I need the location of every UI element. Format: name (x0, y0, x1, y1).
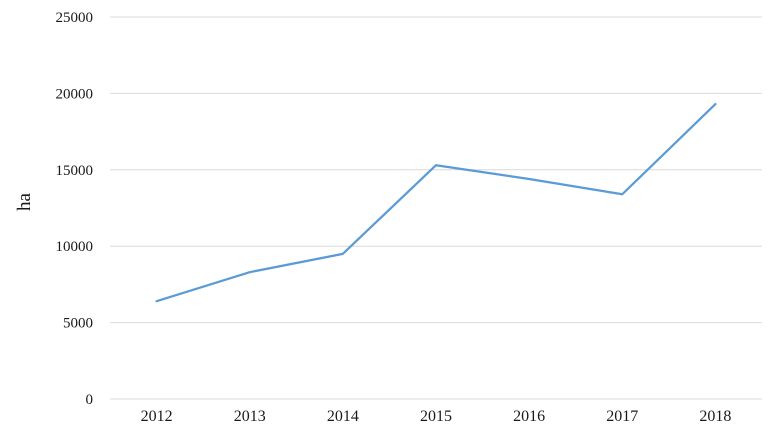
x-tick-label: 2013 (234, 408, 266, 425)
data-line-ha (155, 102, 717, 303)
y-tick-label: 20000 (56, 86, 94, 102)
y-tick-label: 5000 (63, 316, 93, 332)
y-tick-label: 25000 (56, 10, 94, 26)
x-tick-label: 2012 (141, 408, 173, 425)
x-tick-label: 2014 (327, 408, 359, 425)
y-tick-label: 15000 (56, 163, 94, 179)
x-tick-label: 2016 (513, 408, 545, 425)
x-tick-label: 2017 (606, 408, 638, 425)
y-axis-title: ha (14, 192, 35, 211)
x-tick-label: 2015 (420, 408, 452, 425)
x-tick-label: 2018 (699, 408, 731, 425)
y-tick-label: 0 (86, 392, 94, 408)
y-tick-label: 10000 (56, 239, 94, 255)
